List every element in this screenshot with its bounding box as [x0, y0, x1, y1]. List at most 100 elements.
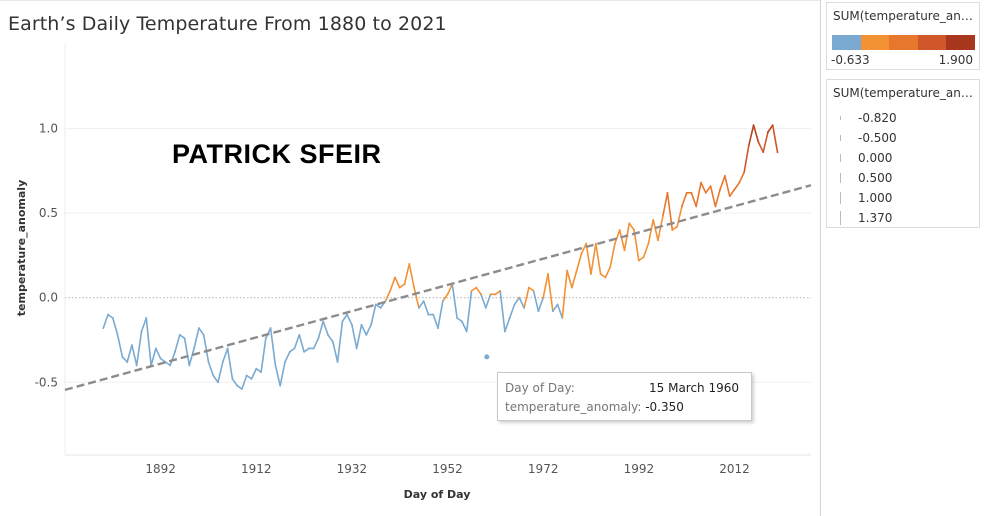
series-segment	[293, 334, 301, 350]
series-segment	[661, 192, 669, 218]
data-point	[657, 239, 659, 242]
color-legend[interactable]: SUM(temperature_ano... -0.633 1.900	[826, 2, 980, 70]
data-point	[260, 371, 262, 373]
series-segment	[609, 242, 616, 269]
ramp-segment	[832, 35, 861, 50]
series-segment	[360, 323, 368, 336]
data-point	[580, 252, 583, 255]
ramp-segment	[917, 35, 947, 50]
y-tick-label: 1.0	[39, 122, 58, 136]
data-point	[508, 317, 511, 319]
size-legend-item: 0.000	[827, 148, 979, 168]
x-axis-label: Day of Day	[404, 488, 471, 501]
temperature-chart[interactable]: -0.5 0.0 0.5 1.0 1892 1912 1932 1952 1972 1992 20…	[0, 0, 820, 516]
x-tick-label: 2012	[719, 462, 750, 476]
series-segment	[179, 334, 186, 340]
y-axis-label: temperature_anomaly	[15, 180, 28, 316]
data-point	[575, 269, 578, 272]
data-point	[331, 340, 334, 343]
data-point	[422, 300, 425, 302]
series-segment	[738, 171, 745, 184]
data-point	[704, 191, 707, 194]
series-segment	[771, 124, 779, 153]
series-segment	[647, 219, 655, 245]
data-point	[288, 350, 291, 353]
size-legend[interactable]: SUM(temperature_ano... -0.820 -0.500 0.000…	[826, 79, 980, 228]
data-point	[661, 215, 664, 218]
data-point	[116, 334, 119, 336]
series-segment	[728, 188, 736, 197]
data-point	[102, 327, 105, 329]
data-point	[374, 303, 377, 306]
series-segment	[222, 347, 229, 363]
x-tick-label: 1912	[241, 462, 272, 476]
series-segment	[719, 175, 726, 191]
series-segment	[451, 283, 458, 319]
series-segment	[724, 175, 731, 197]
highlight-points[interactable]	[484, 354, 490, 360]
size-legend-item: 1.370	[827, 208, 979, 228]
series-segment	[140, 317, 148, 333]
data-point	[236, 384, 239, 387]
data-point	[264, 337, 267, 340]
data-point	[767, 131, 769, 133]
data-point	[413, 286, 415, 289]
x-tick-label: 1992	[624, 462, 655, 476]
data-point	[111, 317, 114, 319]
data-point	[221, 361, 224, 363]
data-point	[341, 320, 344, 323]
data-point	[647, 242, 650, 245]
data-point	[724, 175, 726, 177]
tooltip-value-row: temperature_anomaly: -0.350	[505, 400, 684, 414]
series-segment	[484, 293, 492, 309]
data-point	[432, 313, 435, 316]
data-point	[513, 303, 516, 306]
series-segment	[303, 347, 310, 353]
series-segment	[112, 317, 119, 336]
data-point	[394, 276, 396, 279]
data-point	[757, 141, 760, 144]
series-segment	[446, 283, 454, 296]
series-segment	[403, 263, 411, 286]
size-mark	[840, 211, 841, 225]
data-point	[681, 205, 683, 208]
data-point	[241, 388, 243, 390]
series-segment	[250, 367, 258, 380]
series-segment	[599, 273, 607, 279]
data-point	[370, 323, 372, 326]
series-segment	[422, 300, 430, 316]
data-point	[719, 188, 721, 191]
data-point	[312, 347, 315, 350]
series-segment	[183, 337, 191, 367]
series-segment	[336, 320, 344, 363]
data-point	[561, 317, 564, 319]
series-segment	[260, 337, 267, 373]
data-point	[308, 347, 310, 350]
data-point	[623, 249, 626, 252]
series-segment	[164, 361, 171, 367]
data-tooltip: Day of Day: 15 March 1960 temperature_an…	[497, 372, 752, 421]
data-point	[202, 334, 205, 336]
size-mark	[840, 173, 841, 183]
series-segment	[556, 303, 564, 319]
series-segment	[441, 293, 449, 302]
data-point	[585, 242, 588, 245]
ramp-segment	[889, 35, 918, 50]
series-segment	[231, 378, 238, 387]
color-legend-title: SUM(temperature_ano...	[833, 9, 975, 23]
data-point	[398, 286, 401, 289]
data-point	[738, 181, 741, 184]
temperature-series[interactable]	[102, 124, 779, 390]
size-mark	[840, 116, 841, 120]
data-point	[489, 293, 492, 296]
size-legend-item: -0.820	[827, 108, 979, 128]
data-point	[709, 185, 712, 188]
data-point	[480, 293, 482, 296]
series-segment	[188, 347, 195, 367]
data-point	[274, 364, 277, 367]
tooltip-date-label: Day of Day:	[505, 381, 575, 395]
series-segment	[465, 290, 473, 333]
series-segment	[508, 303, 516, 319]
data-point	[322, 320, 325, 323]
data-point	[284, 361, 286, 363]
